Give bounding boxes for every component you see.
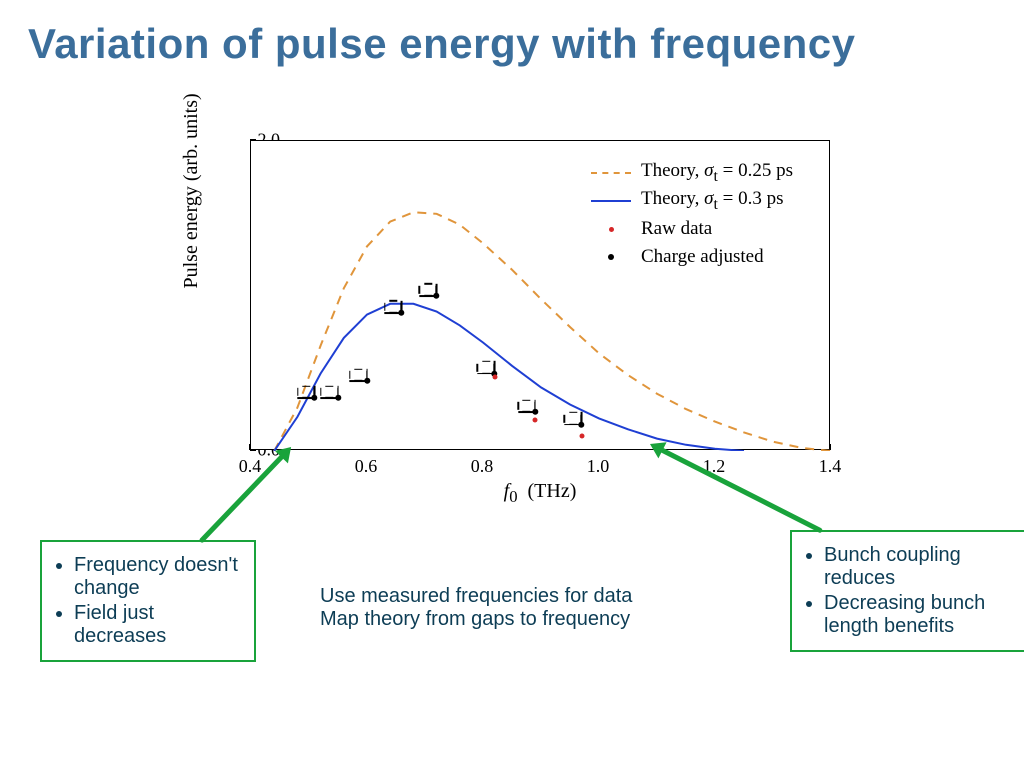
charge-adjusted-point (329, 392, 346, 404)
x-tick-label: 0.6 (355, 456, 378, 477)
legend-label: Theory, σt = 0.25 ps (641, 160, 793, 186)
arrow-left-icon (188, 433, 305, 554)
legend-theory-dashed: Theory, σt = 0.25 ps (591, 159, 793, 187)
legend-label: Raw data (641, 218, 712, 240)
y-axis-label: Pulse energy (arb. units) (180, 93, 203, 288)
legend-theory-solid: Theory, σt = 0.3 ps (591, 187, 793, 215)
legend-raw: Raw data (591, 215, 793, 243)
legend-label: Charge adjusted (641, 246, 764, 268)
arrow-right-icon (636, 430, 834, 544)
x-tick-label: 1.0 (587, 456, 610, 477)
callout-item: Frequency doesn't change (74, 554, 240, 600)
legend-charge-adjusted: Charge adjusted (591, 243, 793, 271)
plot-area: Theory, σt = 0.25 psTheory, σt = 0.3 ps R… (250, 140, 830, 450)
raw-data-point (579, 433, 584, 438)
charge-adjusted-point (573, 418, 590, 430)
charge-adjusted-point (358, 375, 375, 387)
charge-adjusted-point (428, 290, 445, 302)
callout-item: Bunch coupling reduces (824, 544, 1010, 590)
note-line: Map theory from gaps to frequency (320, 608, 632, 631)
x-tick-label: 0.8 (471, 456, 494, 477)
raw-data-point (492, 374, 497, 379)
callout-left: Frequency doesn't changeField just decre… (40, 540, 256, 662)
raw-data-point (533, 418, 538, 423)
chart-legend: Theory, σt = 0.25 psTheory, σt = 0.3 ps R… (591, 159, 793, 271)
legend-label: Theory, σt = 0.3 ps (641, 188, 784, 214)
page-title: Variation of pulse energy with frequency (28, 20, 996, 68)
center-note: Use measured frequencies for dataMap the… (320, 585, 632, 631)
note-line: Use measured frequencies for data (320, 585, 632, 608)
callout-item: Field just decreases (74, 602, 240, 648)
charge-adjusted-point (393, 307, 410, 319)
callout-item: Decreasing bunch length benefits (824, 592, 1010, 638)
x-axis-label-text: f0 (THz) (504, 480, 577, 502)
callout-right: Bunch coupling reducesDecreasing bunch l… (790, 530, 1024, 652)
